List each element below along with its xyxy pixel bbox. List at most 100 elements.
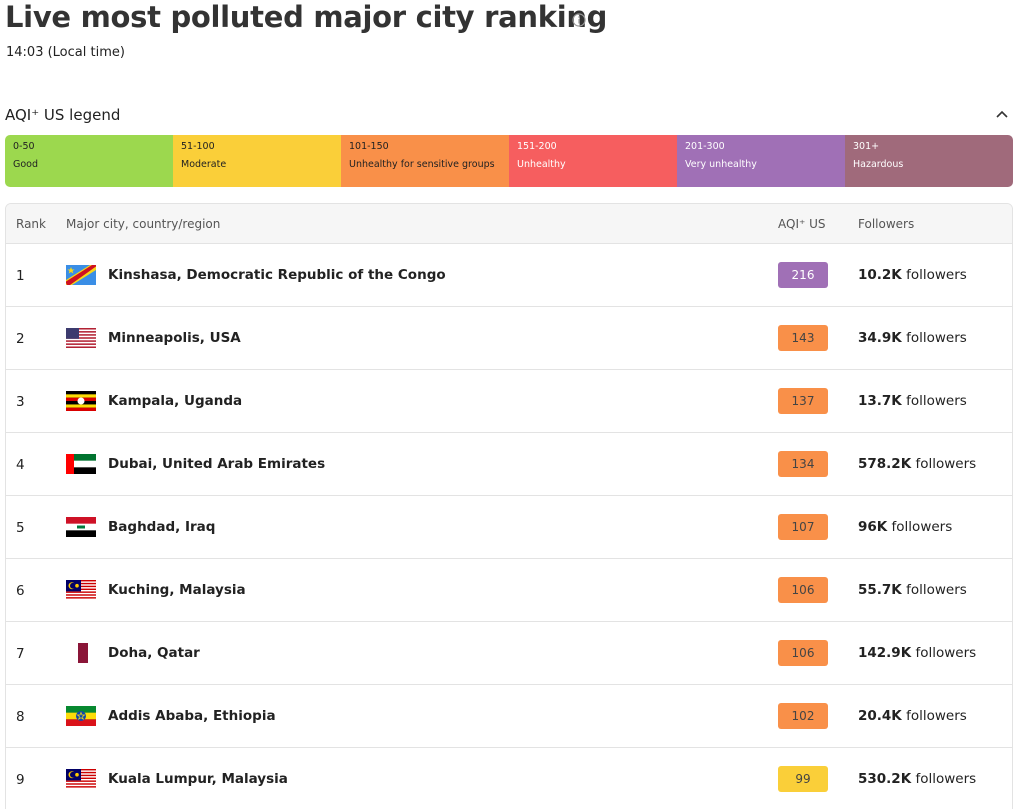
aqi-legend: 0-50 Good 51-100 Moderate 101-150 Unhealthy f… <box>5 135 1013 187</box>
followers: 13.7K followers <box>858 393 967 409</box>
aqi-badge: 99 <box>778 766 828 792</box>
rank: 9 <box>16 772 25 788</box>
follower-unit: followers <box>915 645 977 661</box>
aqi-badge: 137 <box>778 388 828 414</box>
city-name: Kuching, Malaysia <box>108 582 246 598</box>
legend-item: 0-50 Good <box>5 135 173 187</box>
table-row: 4 Dubai, United Arab Emirates 134 578.2K fo… <box>6 433 1012 496</box>
local-time: 14:03 (Local time) <box>6 45 125 60</box>
rank: 6 <box>16 583 25 599</box>
legend-item: 151-200 Unhealthy <box>509 135 677 187</box>
legend-label: Unhealthy for sensitive groups <box>349 159 495 170</box>
table-row: 6 Kuching, Malaysia 106 55.7K followers <box>6 559 1012 622</box>
legend-range: 51-100 <box>181 141 215 152</box>
info-icon[interactable] <box>572 13 586 27</box>
table-row: 3 Kampala, Uganda 137 13.7K followers <box>6 370 1012 433</box>
ranking-table: Rank Major city, country/region AQI⁺ US … <box>5 203 1013 809</box>
country-flag <box>66 517 96 537</box>
legend-label: Hazardous <box>853 159 904 170</box>
country-flag <box>66 265 96 285</box>
follower-unit: followers <box>915 771 977 787</box>
follower-unit: followers <box>906 267 967 283</box>
legend-item: 301+ Hazardous <box>845 135 1013 187</box>
legend-range: 151-200 <box>517 141 557 152</box>
aqi-badge: 134 <box>778 451 828 477</box>
country-flag <box>66 454 96 474</box>
legend-range: 301+ <box>853 141 880 152</box>
city-name: Baghdad, Iraq <box>108 519 216 535</box>
follower-count: 142.9K <box>858 645 912 661</box>
follower-unit: followers <box>906 393 967 409</box>
follower-count: 578.2K <box>858 456 912 472</box>
follower-count: 10.2K <box>858 267 902 283</box>
rank: 1 <box>16 268 25 284</box>
followers: 142.9K followers <box>858 645 976 661</box>
aqi-badge: 143 <box>778 325 828 351</box>
follower-count: 20.4K <box>858 708 902 724</box>
followers: 10.2K followers <box>858 267 967 283</box>
column-header: Rank <box>16 217 46 231</box>
aqi-badge: 216 <box>778 262 828 288</box>
followers: 96K followers <box>858 519 952 535</box>
follower-unit: followers <box>891 519 953 535</box>
city-name: Minneapolis, USA <box>108 330 241 346</box>
legend-range: 201-300 <box>685 141 725 152</box>
country-flag <box>66 391 96 411</box>
aqi-badge: 102 <box>778 703 828 729</box>
table-row: 9 Kuala Lumpur, Malaysia 99 530.2K follower… <box>6 748 1012 809</box>
legend-label: Good <box>13 159 39 170</box>
table-row: 1 Kinshasa, Democratic Republic of the Co… <box>6 244 1012 307</box>
table-row: 5 Baghdad, Iraq 107 96K followers <box>6 496 1012 559</box>
country-flag <box>66 328 96 348</box>
follower-unit: followers <box>906 582 967 598</box>
collapse-icon[interactable] <box>995 109 1009 119</box>
followers: 530.2K followers <box>858 771 976 787</box>
follower-unit: followers <box>915 456 977 472</box>
country-flag <box>66 769 96 789</box>
follower-count: 96K <box>858 519 888 535</box>
legend-item: 101-150 Unhealthy for sensitive groups <box>341 135 509 187</box>
city-name: Kinshasa, Democratic Republic of the Con… <box>108 267 446 283</box>
legend-label: Very unhealthy <box>685 159 757 170</box>
aqi-badge: 107 <box>778 514 828 540</box>
follower-count: 13.7K <box>858 393 902 409</box>
followers: 34.9K followers <box>858 330 967 346</box>
rank: 5 <box>16 520 25 536</box>
table-row: 8 Addis Ababa, Ethiopia 102 20.4K followers <box>6 685 1012 748</box>
column-header: Major city, country/region <box>66 217 221 231</box>
table-row: 7 Doha, Qatar 106 142.9K followers <box>6 622 1012 685</box>
follower-count: 55.7K <box>858 582 902 598</box>
rank: 4 <box>16 457 25 473</box>
followers: 578.2K followers <box>858 456 976 472</box>
legend-title: AQI⁺ US legend <box>5 106 121 124</box>
table-header: Rank Major city, country/region AQI⁺ US … <box>6 204 1012 244</box>
city-name: Doha, Qatar <box>108 645 200 661</box>
legend-item: 201-300 Very unhealthy <box>677 135 845 187</box>
rank: 2 <box>16 331 25 347</box>
city-name: Kuala Lumpur, Malaysia <box>108 771 288 787</box>
legend-label: Unhealthy <box>517 159 566 170</box>
column-header: Followers <box>858 217 915 231</box>
aqi-badge: 106 <box>778 577 828 603</box>
follower-unit: followers <box>906 708 967 724</box>
country-flag <box>66 706 96 726</box>
page-title: Live most polluted major city ranking <box>5 0 608 34</box>
follower-count: 530.2K <box>858 771 912 787</box>
legend-range: 101-150 <box>349 141 389 152</box>
city-name: Kampala, Uganda <box>108 393 243 409</box>
follower-unit: followers <box>906 330 967 346</box>
column-header: AQI⁺ US <box>778 217 826 231</box>
rank: 8 <box>16 709 25 725</box>
table-row: 2 Minneapolis, USA 143 34.9K followers <box>6 307 1012 370</box>
followers: 55.7K followers <box>858 582 967 598</box>
aqi-badge: 106 <box>778 640 828 666</box>
followers: 20.4K followers <box>858 708 967 724</box>
rank: 7 <box>16 646 25 662</box>
legend-label: Moderate <box>181 159 227 170</box>
legend-range: 0-50 <box>13 141 35 152</box>
legend-item: 51-100 Moderate <box>173 135 341 187</box>
city-name: Dubai, United Arab Emirates <box>108 456 326 472</box>
rank: 3 <box>16 394 25 410</box>
follower-count: 34.9K <box>858 330 902 346</box>
